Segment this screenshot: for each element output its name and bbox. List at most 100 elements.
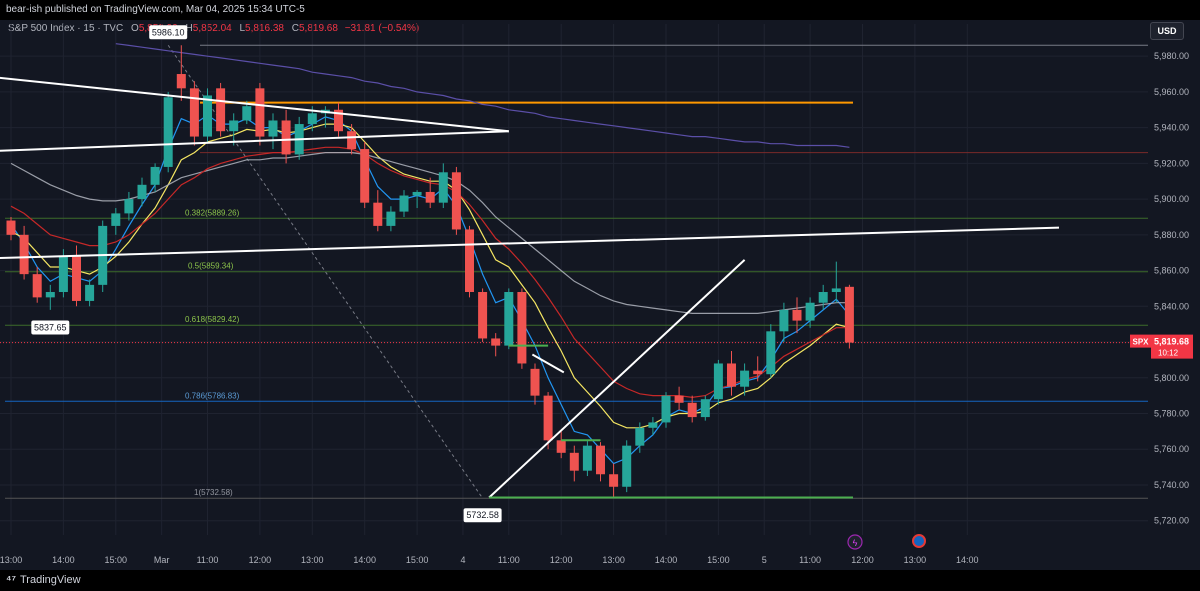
candle-body <box>727 363 736 387</box>
close-label: C <box>291 23 299 34</box>
change-value: −31.81 (−0.54%) <box>344 23 420 34</box>
time-tick-label: 15:00 <box>406 555 429 565</box>
time-tick-label: 13:00 <box>301 555 324 565</box>
time-tick-label: 14:00 <box>353 555 376 565</box>
candle-body <box>504 292 514 346</box>
candle-body <box>111 213 121 226</box>
event-icons: ϟ <box>847 534 926 550</box>
candle-body <box>347 131 357 150</box>
price-tick-label: 5,980.00 <box>1154 51 1189 61</box>
last-price-symbol: SPX <box>1132 338 1149 347</box>
gray-ma-line <box>10 152 850 314</box>
price-tick-label: 5,760.00 <box>1154 444 1189 454</box>
time-tick-label: 13:00 <box>0 555 22 565</box>
fib-label: 1(5732.58) <box>194 488 233 497</box>
horizontal-levels <box>0 44 1148 344</box>
candle-body <box>451 172 461 230</box>
brand-name: TradingView <box>19 574 81 586</box>
price-label-text: 5986.10 <box>152 27 185 37</box>
candle-body <box>491 338 501 346</box>
price-label-box <box>149 25 188 40</box>
high-label: H <box>185 23 193 34</box>
candle-body <box>19 234 29 275</box>
candle-body <box>281 120 291 155</box>
candle-body <box>32 274 42 298</box>
us-flag-event-icon <box>912 534 926 548</box>
candle-body <box>700 399 710 418</box>
price-label-text: 5732.58 <box>466 510 499 520</box>
time-tick-label: 12:00 <box>249 555 272 565</box>
long-resistance-trendline <box>0 226 1060 259</box>
candle-body <box>543 395 553 441</box>
candle-body <box>229 120 239 132</box>
flash-glyph: ϟ <box>853 538 858 548</box>
time-tick-label: 12:00 <box>550 555 573 565</box>
candle-body <box>373 202 383 226</box>
time-tick-label: 5 <box>762 555 767 565</box>
candle-body <box>831 288 841 293</box>
last-price-marker: SPX 5,819.68 10:12 <box>1130 334 1193 359</box>
symbol-line: S&P 500 Index · 15 · TVC <box>8 23 124 34</box>
publication-banner <box>0 0 1200 20</box>
candle-body <box>203 95 212 137</box>
candle-body <box>189 88 199 137</box>
time-axis: 13:00 14:00 15:00 Mar 11:00 12:00 13:00 14:00 15… <box>0 555 979 565</box>
price-tick-label: 5,840.00 <box>1154 301 1189 311</box>
candle-body <box>163 97 173 167</box>
candle-body <box>85 284 95 301</box>
time-tick-label: Mar <box>154 555 170 565</box>
candle-body <box>72 256 81 301</box>
triangle-lower-trendline <box>0 130 509 152</box>
time-tick-label: 14:00 <box>655 555 678 565</box>
fib-label: 0.382(5889.26) <box>185 208 240 217</box>
price-axis: 5,980.00 5,960.00 5,940.00 5,920.00 5,900.00… <box>1154 51 1189 526</box>
price-tick-label: 5,720.00 <box>1154 516 1189 526</box>
time-tick-label: 15:00 <box>707 555 730 565</box>
currency-button[interactable]: USD <box>1150 22 1184 40</box>
time-tick-label: 15:00 <box>105 555 128 565</box>
candle-body <box>661 395 671 423</box>
candle-body <box>792 309 802 321</box>
price-labels: 5986.10 5837.65 5732.58 <box>31 25 502 523</box>
time-tick-label: 14:00 <box>52 555 75 565</box>
candle-body <box>386 211 396 226</box>
candle-body <box>425 191 435 203</box>
candle-body <box>412 191 422 196</box>
time-tick-label: 11:00 <box>197 555 219 565</box>
trendlines <box>0 76 1060 499</box>
fib-label: 0.786(5786.83) <box>185 391 240 400</box>
low-label: L <box>239 23 246 34</box>
purple-ma-line <box>115 43 850 148</box>
fibonacci-levels: 0.382(5889.26) 0.5(5859.34) 0.618(5829.42)… <box>5 208 1148 499</box>
price-label-box <box>31 320 70 335</box>
candle-body <box>569 452 579 471</box>
last-price-countdown: 10:12 <box>1158 349 1179 358</box>
price-tick-label: 5,900.00 <box>1154 194 1189 204</box>
candle-body <box>216 88 226 132</box>
candle-body <box>609 474 619 487</box>
small-channel-trendline <box>531 353 565 374</box>
last-price-value: 5,819.68 <box>1154 337 1189 347</box>
time-tick-label: 11:00 <box>799 555 821 565</box>
price-tick-label: 5,780.00 <box>1154 409 1189 419</box>
price-label-text: 5837.65 <box>34 322 67 332</box>
publication-text: bear-ish published on TradingView.com, M… <box>6 4 305 15</box>
price-tick-label: 5,860.00 <box>1154 266 1189 276</box>
price-tick-label: 5,940.00 <box>1154 123 1189 133</box>
close-value: 5,819.68 <box>299 23 338 34</box>
flash-event-icon <box>847 534 863 550</box>
price-tick-label: 5,800.00 <box>1154 373 1189 383</box>
candle-body <box>818 292 828 303</box>
price-tick-label: 5,880.00 <box>1154 230 1189 240</box>
candle-body <box>713 363 723 400</box>
time-tick-label: 11:00 <box>498 555 520 565</box>
candle-body <box>334 109 343 132</box>
candle-body <box>478 292 488 339</box>
fib-label: 0.618(5829.42) <box>185 315 240 324</box>
candlesticks <box>6 45 854 499</box>
price-tick-label: 5,740.00 <box>1154 480 1189 490</box>
candle-body <box>176 74 186 89</box>
candle-body <box>687 402 697 418</box>
chart-grid <box>0 24 1148 535</box>
